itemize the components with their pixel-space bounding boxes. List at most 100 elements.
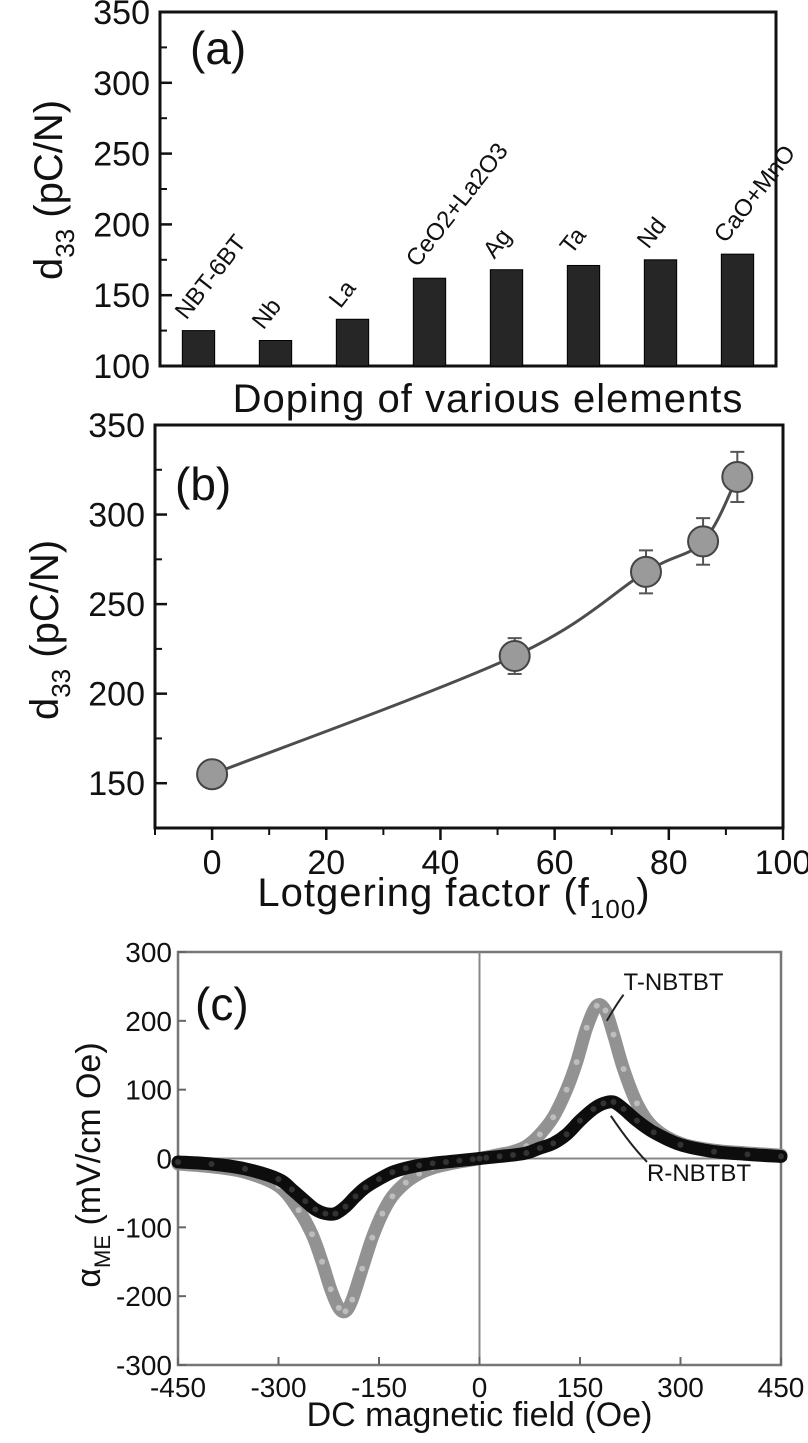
y-tick-label: 200 xyxy=(93,206,150,244)
y-label-sub: ME xyxy=(90,1235,115,1268)
bar-label: CaO+MnO xyxy=(709,140,801,248)
bar-label: Nd xyxy=(632,213,672,254)
bar xyxy=(181,330,216,367)
data-point xyxy=(550,1140,557,1147)
y-label-main: α xyxy=(70,1268,108,1288)
data-point xyxy=(620,1105,627,1112)
x-axis-label: Doping of various elements xyxy=(233,377,744,421)
bar xyxy=(566,264,601,367)
x-label-sub: 100 xyxy=(590,894,636,924)
data-point xyxy=(362,1184,369,1191)
y-tick-label: 200 xyxy=(125,1006,172,1037)
data-point xyxy=(402,1165,409,1172)
data-point xyxy=(577,1117,583,1124)
y-axis-label: d33 (pC/N) xyxy=(23,540,76,720)
data-point xyxy=(563,1131,570,1138)
x-tick-label: 0 xyxy=(472,1372,488,1403)
data-point xyxy=(593,1002,600,1009)
data-point xyxy=(469,1156,476,1163)
label-leader xyxy=(605,994,625,1022)
y-tick-label: 250 xyxy=(93,136,150,174)
x-tick-label: 20 xyxy=(307,844,345,882)
x-tick-label: 40 xyxy=(422,844,460,882)
y-tick-label: 150 xyxy=(93,277,150,315)
data-point xyxy=(359,1265,366,1272)
data-point xyxy=(510,1152,516,1159)
x-tick-label: 60 xyxy=(536,844,574,882)
bar xyxy=(643,259,678,367)
data-point xyxy=(342,1203,349,1210)
data-point xyxy=(711,1148,717,1155)
y-tick-label: 300 xyxy=(88,497,145,535)
data-point xyxy=(322,1210,329,1217)
panel-label: (a) xyxy=(190,22,246,74)
data-point xyxy=(633,1100,640,1107)
data-point xyxy=(352,1193,359,1200)
data-point xyxy=(369,1234,376,1241)
data-point xyxy=(498,640,531,673)
data-point xyxy=(319,1258,326,1265)
data-point xyxy=(275,1176,282,1183)
bar-label: Ag xyxy=(478,224,517,264)
data-point xyxy=(721,460,754,493)
x-tick-label: -150 xyxy=(351,1372,407,1403)
y-tick-label: -200 xyxy=(116,1281,172,1312)
data-point xyxy=(342,1308,349,1315)
data-point xyxy=(629,555,662,588)
data-point xyxy=(600,1100,607,1107)
y-label-main: d xyxy=(23,698,67,720)
data-point xyxy=(523,1149,530,1156)
label-leader xyxy=(609,1115,648,1163)
data-point xyxy=(429,1160,436,1167)
y-label-main: d xyxy=(27,258,71,280)
bar-label: La xyxy=(324,275,362,313)
x-tick-label: 0 xyxy=(203,844,222,882)
y-tick-label: 150 xyxy=(88,765,145,803)
data-point xyxy=(175,1158,181,1165)
data-point xyxy=(288,1186,295,1193)
data-point xyxy=(332,1210,339,1217)
data-point xyxy=(208,1161,215,1168)
data-point xyxy=(602,1007,609,1014)
data-point xyxy=(496,1153,503,1160)
data-point xyxy=(443,1158,449,1165)
data-point xyxy=(633,1117,640,1124)
y-tick-label: 350 xyxy=(88,407,145,445)
data-point xyxy=(309,1231,315,1238)
x-axis-label: Lotgering factor (f100) xyxy=(257,871,650,924)
bar xyxy=(258,340,293,367)
y-tick-label: 300 xyxy=(93,65,150,103)
data-point xyxy=(349,1296,356,1303)
data-point xyxy=(687,525,720,558)
bar xyxy=(720,253,755,367)
data-point xyxy=(573,1059,580,1066)
panel-b: 150 200 250 300 350 0 20 40 60 80 100 (b) Lotgering … xyxy=(23,407,808,924)
data-point xyxy=(456,1157,463,1164)
x-tick-label: 450 xyxy=(758,1372,805,1403)
data-point xyxy=(744,1151,751,1158)
bar xyxy=(412,277,447,367)
panel-label: (c) xyxy=(195,978,249,1030)
data-point xyxy=(620,1066,627,1073)
plot-frame xyxy=(153,423,785,830)
data-point xyxy=(416,1162,423,1169)
y-axis-label: αME (mV/cm Oe) xyxy=(70,1042,115,1287)
y-tick-label: 200 xyxy=(88,676,145,714)
data-point xyxy=(389,1193,396,1200)
data-point xyxy=(590,1105,597,1112)
y-tick-label: -300 xyxy=(116,1350,172,1381)
data-point xyxy=(583,1024,590,1031)
data-point xyxy=(550,1114,557,1121)
y-tick-label: 350 xyxy=(93,0,150,32)
x-tick-label: -450 xyxy=(150,1372,206,1403)
y-tick-label: -100 xyxy=(116,1212,172,1243)
data-point xyxy=(476,1155,483,1162)
series-label: T-NBTBT xyxy=(624,969,724,996)
data-point xyxy=(563,1086,570,1093)
y-tick-label: 100 xyxy=(125,1075,172,1106)
data-point xyxy=(650,1129,657,1136)
data-point xyxy=(536,1131,543,1138)
bar-label: Nb xyxy=(247,293,287,334)
